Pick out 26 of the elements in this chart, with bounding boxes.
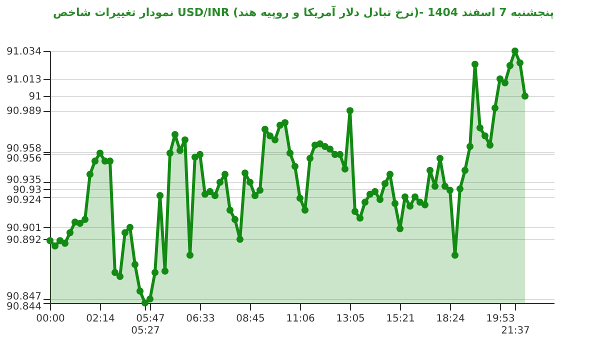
x-tick-label: 21:37 [501, 326, 530, 336]
y-tick-label: 90.93 [12, 184, 42, 196]
y-tick-label: 91 [28, 92, 42, 103]
y-tick-label: 90.956 [6, 154, 42, 165]
x-tick-label: 19:53 [486, 314, 515, 324]
x-tick-label: 08:45 [236, 314, 265, 324]
x-tick-label: 18:24 [436, 314, 465, 324]
x-tick-label: 06:33 [186, 314, 215, 324]
x-tick-label: 13:05 [336, 314, 365, 324]
x-tick-label: 11:06 [286, 314, 315, 324]
chart-title: نمودار تغییرات شاخص USD/INR (نرخ تبادل دلار آمریکا و روپیه هند)- پنجشنبه 7 اسفند 1404 [53, 5, 554, 19]
x-tick-label: 15:21 [386, 314, 415, 324]
y-tick-label: 90.924 [6, 194, 42, 206]
y-tick-label: 90.844 [6, 302, 42, 313]
y-tick-label: 90.989 [6, 106, 42, 118]
y-tick-label: 91.034 [6, 46, 42, 58]
y-tick-label: 90.958 [6, 144, 42, 155]
y-tick-label: 90.892 [6, 234, 42, 246]
x-tick-label: 02:14 [86, 314, 115, 324]
y-tick-label: 90.935 [6, 174, 42, 186]
y-tick-label: 90.847 [6, 292, 42, 303]
x-tick-label: 05:27 [131, 326, 160, 336]
y-tick-label: 91.013 [6, 74, 42, 86]
x-tick-label: 00:00 [36, 314, 65, 324]
y-tick-label: 90.901 [6, 222, 42, 234]
x-tick-label: 05:47 [136, 314, 165, 324]
